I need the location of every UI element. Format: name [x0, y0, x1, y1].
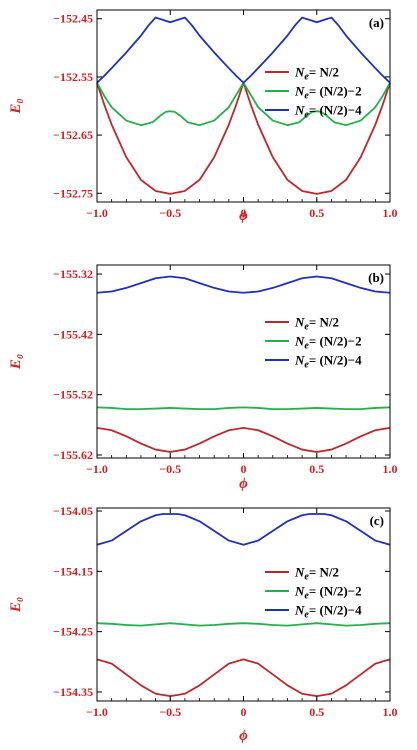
y-tick-label: −155.32 — [53, 267, 93, 281]
series-line-3 — [96, 16, 391, 84]
panel-label: (a) — [369, 15, 384, 30]
x-tick-label: 0.5 — [309, 462, 324, 476]
legend-entry-label: Ne= (N/2)−2 — [294, 584, 362, 602]
x-axis-label: ϕ — [239, 728, 248, 744]
y-tick-label: −154.35 — [53, 685, 93, 699]
x-tick-label: 0.5 — [309, 206, 324, 220]
chart-panel-1: −1.0 −0.5 0 0.5 1.0 −152.45 −152.55 −152.65 −152… — [8, 9, 398, 224]
legend-entry-label: Ne= N/2 — [294, 65, 339, 83]
x-tick-label: −1.0 — [86, 206, 108, 220]
y-tick-label: −154.15 — [53, 564, 93, 578]
x-tick-label: 1.0 — [383, 206, 398, 220]
x-axis-label: ϕ — [239, 208, 248, 224]
x-tick-label: 0 — [241, 705, 247, 719]
legend-entry-label: Ne= N/2 — [294, 565, 339, 583]
x-tick-label: −0.5 — [159, 206, 181, 220]
series-line-2 — [96, 622, 391, 627]
y-axis-label: E₀ — [8, 354, 24, 370]
x-tick-label: 0 — [241, 462, 247, 476]
legend-entry-label: Ne= N/2 — [294, 315, 339, 333]
series-line-3 — [96, 513, 391, 546]
legend-entry-label: Ne= (N/2)−2 — [294, 334, 362, 352]
x-tick-label: −0.5 — [159, 462, 181, 476]
legend-entry-label: Ne= (N/2)−4 — [294, 603, 362, 621]
x-tick-label: 1.0 — [383, 705, 398, 719]
y-tick-label: −155.42 — [53, 327, 93, 341]
chart-panel-2: −1.0 −0.5 0 0.5 1.0 −155.32 −155.42 −155.52 −155… — [8, 264, 398, 492]
legend: Ne= N/2Ne= (N/2)−2Ne= (N/2)−4 — [265, 65, 362, 121]
x-tick-label: 1.0 — [383, 462, 398, 476]
legend-entry-label: Ne= (N/2)−4 — [294, 353, 362, 371]
y-axis-label: E₀ — [8, 597, 24, 613]
legend: Ne= N/2Ne= (N/2)−2Ne= (N/2)−4 — [265, 315, 362, 371]
y-tick-label: −155.52 — [53, 388, 93, 402]
y-axis-label: E₀ — [8, 98, 24, 114]
y-tick-label: −154.25 — [53, 625, 93, 639]
y-tick-label: −152.45 — [53, 12, 93, 26]
y-tick-label: −152.55 — [53, 70, 93, 84]
y-tick-label: −154.05 — [53, 504, 93, 518]
series-line-3 — [96, 275, 391, 294]
series-line-2 — [96, 406, 391, 411]
series-line-1 — [96, 426, 391, 453]
legend: Ne= N/2Ne= (N/2)−2Ne= (N/2)−4 — [265, 565, 362, 621]
series-line-1 — [96, 81, 391, 195]
panel-label: (b) — [368, 270, 384, 285]
x-tick-label: −0.5 — [159, 705, 181, 719]
chart-panel-3: −1.0 −0.5 0 0.5 1.0 −154.05 −154.15 −154.25 −154… — [8, 504, 398, 744]
x-axis-label: ϕ — [239, 476, 248, 492]
x-tick-label: −1.0 — [86, 462, 108, 476]
legend-entry-label: Ne= (N/2)−4 — [294, 103, 362, 121]
y-tick-label: −155.62 — [53, 448, 93, 462]
x-tick-label: 0.5 — [309, 705, 324, 719]
panel-label: (c) — [370, 513, 384, 528]
y-tick-label: −152.65 — [53, 128, 93, 142]
x-tick-label: 0 — [241, 206, 247, 220]
y-tick-label: −152.75 — [53, 186, 93, 200]
series-line-1 — [96, 658, 391, 698]
x-tick-label: −1.0 — [86, 705, 108, 719]
legend-entry-label: Ne= (N/2)−2 — [294, 84, 362, 102]
